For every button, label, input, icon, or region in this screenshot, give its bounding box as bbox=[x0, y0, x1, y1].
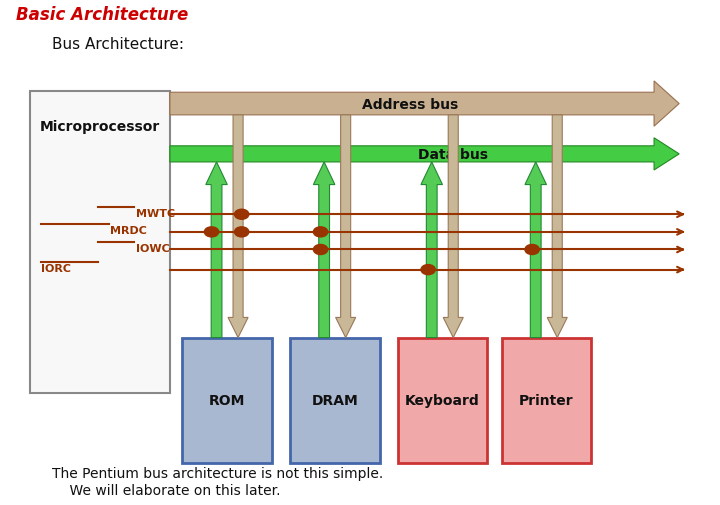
Text: Bus Architecture:: Bus Architecture: bbox=[52, 36, 184, 52]
Circle shape bbox=[204, 227, 219, 237]
Polygon shape bbox=[525, 163, 546, 338]
Bar bbox=[290, 338, 379, 464]
Circle shape bbox=[313, 245, 328, 255]
Polygon shape bbox=[206, 163, 228, 338]
Bar bbox=[502, 338, 591, 464]
Bar bbox=[30, 92, 170, 393]
Text: IOWC: IOWC bbox=[135, 243, 169, 254]
Polygon shape bbox=[547, 116, 567, 338]
Circle shape bbox=[313, 227, 328, 237]
Polygon shape bbox=[421, 163, 443, 338]
Text: Data bus: Data bus bbox=[418, 147, 488, 162]
Text: DRAM: DRAM bbox=[312, 394, 359, 408]
Text: The Pentium bus architecture is not this simple.: The Pentium bus architecture is not this… bbox=[52, 466, 383, 480]
Text: ROM: ROM bbox=[209, 394, 246, 408]
Bar bbox=[182, 338, 272, 464]
Circle shape bbox=[235, 210, 249, 220]
Polygon shape bbox=[170, 82, 679, 127]
Polygon shape bbox=[336, 116, 356, 338]
Circle shape bbox=[421, 265, 436, 275]
Text: Address bus: Address bus bbox=[362, 97, 459, 111]
Text: Keyboard: Keyboard bbox=[405, 394, 480, 408]
Polygon shape bbox=[228, 116, 248, 338]
Polygon shape bbox=[313, 163, 335, 338]
Polygon shape bbox=[444, 116, 463, 338]
Circle shape bbox=[235, 227, 249, 237]
Text: Printer: Printer bbox=[519, 394, 574, 408]
Polygon shape bbox=[170, 138, 679, 171]
Text: We will elaborate on this later.: We will elaborate on this later. bbox=[52, 483, 280, 497]
Circle shape bbox=[525, 245, 539, 255]
Text: MRDC: MRDC bbox=[110, 226, 148, 236]
Text: IORC: IORC bbox=[41, 264, 71, 274]
Text: Basic Architecture: Basic Architecture bbox=[16, 7, 188, 24]
Text: MWTC: MWTC bbox=[135, 209, 175, 218]
Bar bbox=[397, 338, 487, 464]
Text: Microprocessor: Microprocessor bbox=[40, 120, 160, 134]
